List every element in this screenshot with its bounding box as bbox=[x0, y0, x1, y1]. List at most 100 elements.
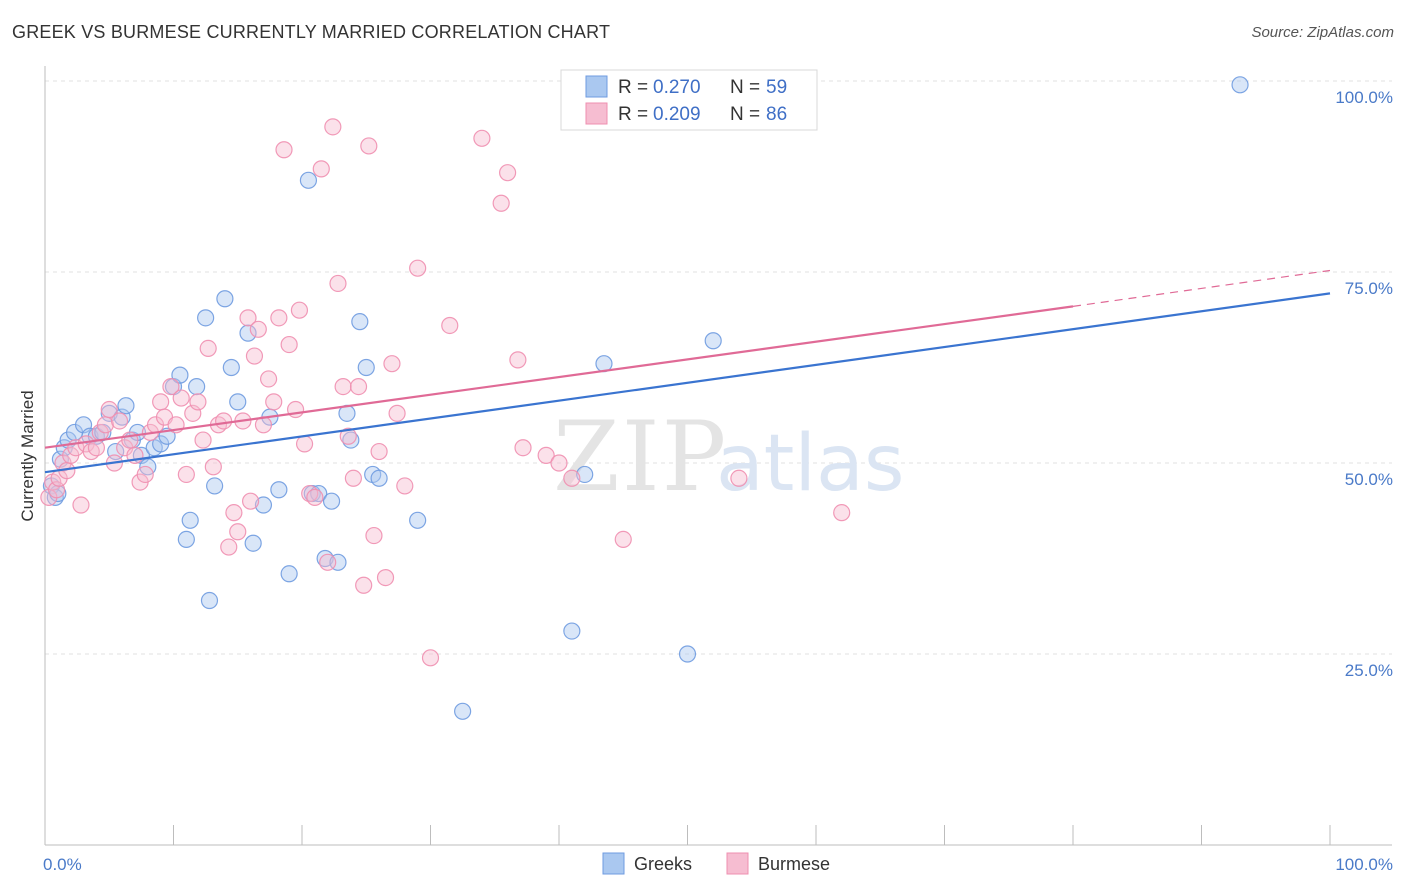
data-point bbox=[349, 378, 368, 396]
data-point bbox=[72, 496, 90, 514]
data-point bbox=[280, 335, 298, 354]
data-point bbox=[360, 137, 378, 155]
data-point bbox=[344, 469, 362, 487]
data-point bbox=[312, 160, 330, 178]
data-point bbox=[242, 492, 260, 510]
data-point bbox=[509, 351, 527, 369]
y-tick-labels: 25.0% 50.0% 75.0% 100.0% bbox=[1335, 88, 1393, 680]
data-point bbox=[576, 465, 594, 484]
data-point bbox=[216, 290, 234, 308]
axes bbox=[44, 66, 1392, 846]
data-point bbox=[322, 492, 341, 510]
watermark: ZIP atlas bbox=[553, 401, 905, 513]
data-point bbox=[290, 301, 309, 319]
x-tick-label-start: 0.0% bbox=[43, 855, 82, 874]
bottom-legend: Greeks Burmese bbox=[602, 852, 830, 875]
data-point bbox=[370, 469, 388, 487]
trend-line-burmese-extension bbox=[1072, 269, 1331, 307]
data-point bbox=[299, 171, 318, 189]
data-point bbox=[249, 320, 267, 338]
data-point bbox=[833, 504, 851, 522]
legend-r-value-greeks: 0.270 bbox=[653, 77, 701, 98]
data-point bbox=[194, 431, 212, 449]
data-point bbox=[704, 332, 722, 350]
data-point bbox=[514, 439, 532, 457]
bottom-legend-label-greeks: Greeks bbox=[634, 854, 692, 874]
data-point bbox=[265, 393, 283, 411]
data-point bbox=[563, 622, 581, 640]
data-point bbox=[171, 366, 189, 384]
data-point bbox=[280, 565, 298, 583]
grid-lines bbox=[45, 80, 1392, 655]
data-point bbox=[329, 274, 347, 293]
data-point bbox=[215, 412, 233, 430]
data-point bbox=[239, 309, 257, 327]
data-point bbox=[270, 309, 288, 327]
data-point bbox=[259, 370, 278, 388]
data-point bbox=[454, 702, 472, 720]
data-point bbox=[200, 591, 219, 610]
trend-line-greeks bbox=[44, 292, 1331, 474]
data-point bbox=[365, 526, 383, 545]
data-point bbox=[473, 129, 491, 147]
legend-n-value-burmese: 86 bbox=[766, 104, 787, 125]
x-tick-labels: 0.0% 100.0% bbox=[43, 855, 1393, 874]
data-point bbox=[1231, 76, 1249, 94]
data-point bbox=[550, 454, 568, 472]
y-tick-label: 75.0% bbox=[1345, 279, 1393, 298]
data-point bbox=[199, 339, 217, 357]
data-point bbox=[220, 538, 238, 556]
data-point bbox=[357, 358, 375, 377]
data-point bbox=[563, 469, 581, 487]
bottom-legend-swatch-greeks bbox=[602, 852, 625, 875]
trend-line-burmese bbox=[44, 305, 1074, 449]
y-tick-label: 50.0% bbox=[1345, 470, 1393, 489]
data-point bbox=[244, 534, 262, 552]
y-tick-label: 100.0% bbox=[1335, 88, 1393, 107]
y-axis-label: Currently Married bbox=[18, 390, 37, 521]
data-point bbox=[441, 316, 459, 335]
source-label: Source: ZipAtlas.com bbox=[1251, 24, 1394, 41]
legend-n-label-greeks: N = bbox=[730, 77, 760, 98]
chart-title: GREEK VS BURMESE CURRENTLY MARRIED CORRE… bbox=[12, 22, 611, 42]
data-point bbox=[409, 259, 427, 277]
data-point bbox=[96, 416, 114, 434]
bottom-legend-label-burmese: Burmese bbox=[758, 854, 830, 874]
data-point bbox=[270, 481, 288, 499]
legend-swatch-burmese bbox=[585, 102, 608, 125]
legend-r-value-burmese: 0.209 bbox=[653, 104, 701, 125]
legend-r-label-burmese: R = bbox=[618, 104, 648, 125]
data-point bbox=[254, 496, 273, 514]
series-greeks bbox=[42, 76, 1249, 720]
data-point bbox=[189, 393, 207, 411]
data-point bbox=[162, 378, 180, 396]
data-point bbox=[334, 378, 352, 396]
watermark-zip: ZIP bbox=[553, 401, 728, 513]
data-point bbox=[172, 389, 190, 407]
legend-n-label-burmese: N = bbox=[730, 104, 760, 125]
data-point bbox=[136, 465, 154, 484]
data-point bbox=[197, 309, 215, 327]
data-point bbox=[117, 397, 135, 415]
data-point bbox=[537, 446, 555, 464]
data-point bbox=[370, 442, 388, 461]
data-point bbox=[499, 164, 517, 182]
legend-n-value-greeks: 59 bbox=[766, 77, 787, 98]
data-point bbox=[351, 313, 369, 331]
data-point bbox=[295, 435, 314, 453]
data-point bbox=[339, 427, 357, 445]
data-point bbox=[177, 530, 195, 549]
data-point bbox=[306, 488, 324, 506]
data-point bbox=[492, 194, 510, 212]
data-point bbox=[181, 511, 199, 529]
y-tick-label: 25.0% bbox=[1345, 661, 1393, 680]
data-point bbox=[225, 504, 243, 522]
data-point bbox=[222, 358, 240, 377]
data-point bbox=[275, 141, 293, 159]
bottom-legend-swatch-burmese bbox=[726, 852, 749, 875]
data-point bbox=[100, 400, 118, 419]
data-point bbox=[319, 553, 337, 571]
data-point bbox=[388, 404, 406, 422]
legend-swatch-greeks bbox=[585, 75, 608, 98]
